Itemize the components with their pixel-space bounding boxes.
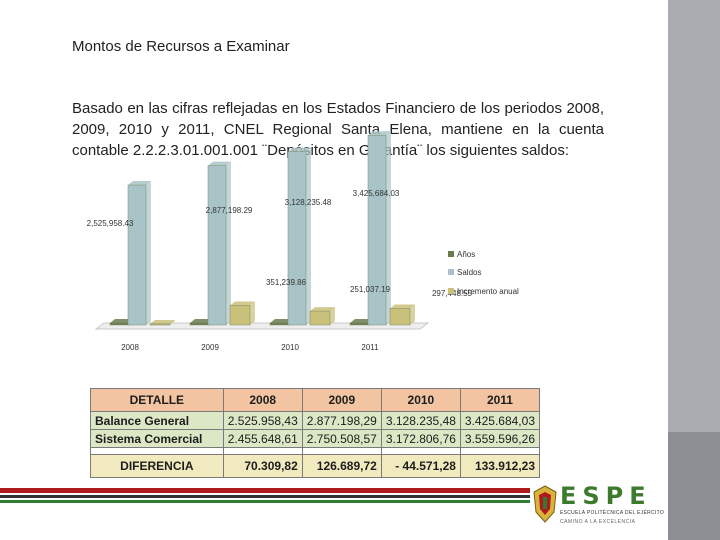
bar-side [170,320,175,325]
bar-años [269,322,291,326]
footer-red-line [0,488,530,493]
table-cell: 3.172.806,76 [380,429,461,448]
data-label: 251,037.19 [350,285,391,294]
table-cell: 3.559.596,26 [459,429,541,448]
table-header-cell: 2010 [380,388,461,412]
table-cell: 2.750.508,57 [301,429,382,448]
table-cell: 2.455.648,61 [222,429,303,448]
table-cell: 3.425.684,03 [459,411,541,430]
bar-saldos [367,134,387,326]
bar-incremento-anual [389,308,411,326]
bar-saldos [127,184,147,326]
legend-swatch [448,288,454,294]
x-tick-label: 2011 [361,343,379,352]
spacer-cell [90,447,224,455]
bar-incremento-anual [229,305,251,326]
bar-top [288,147,311,152]
spacer-cell [301,447,382,455]
bar-saldos [287,151,307,326]
x-tick-label: 2009 [201,343,219,352]
legend-swatch [448,269,454,275]
spacer-cell [380,447,461,455]
table-cell: 70.309,82 [222,454,303,478]
table-spacer-row [90,447,541,455]
bar-top [128,181,151,186]
footer-dark-line [0,495,530,498]
footer-green-line [0,500,530,503]
table-cell: Balance General [90,411,224,430]
data-label: 2,525,958.43 [87,219,134,228]
data-label: 3,425,684.03 [353,189,400,198]
legend-label: Años [457,250,475,259]
espe-logo: ESPE ESCUELA POLITÉCNICA DEL EJÉRCITO CA… [532,482,664,528]
bar-side [386,131,391,325]
table-cell: 2.525.958,43 [222,411,303,430]
table-header-cell: 2009 [301,388,382,412]
table-header-cell: DETALLE [90,388,224,412]
table-header-cell: 2011 [459,388,541,412]
table-row: Balance General 2.525.958,43 2.877.198,2… [90,411,541,430]
legend-label: Incremento anual [457,287,519,296]
table-cell: - 44.571,28 [380,454,461,478]
bar-top [208,161,231,166]
logo-wordmark: ESPE [560,482,652,510]
right-side-band-top [668,0,720,432]
logo-tagline: CAMINO A LA EXCELENCIA [560,519,636,525]
slide-title: Montos de Recursos a Examinar [72,38,290,55]
legend-label: Saldos [457,268,481,277]
spacer-cell [222,447,303,455]
bar-side [330,307,335,325]
bar-side [250,301,255,325]
table-cell: 133.912,23 [459,454,541,478]
bar-side [226,161,231,325]
x-tick-label: 2010 [281,343,299,352]
summary-table: DETALLE 2008 2009 2010 2011 Balance Gene… [90,388,541,478]
table-cell: 126.689,72 [301,454,382,478]
table-cell: 2.877.198,29 [301,411,382,430]
bar-incremento-anual [149,323,171,326]
bar-side [306,147,311,325]
body-paragraph: Basado en las cifras reflejadas en los E… [72,100,604,159]
table-header-row: DETALLE 2008 2009 2010 2011 [90,388,541,412]
bar-incremento-anual [309,310,331,326]
bar-top [390,304,415,309]
bar-top [150,320,175,324]
bar-top [230,301,255,306]
table-row: Sistema Comercial 2.455.648,61 2.750.508… [90,429,541,448]
table-cell: Sistema Comercial [90,429,224,448]
crest-icon [533,485,557,523]
bar-años [189,322,211,326]
bar-saldos [207,165,227,326]
logo-subtitle: ESCUELA POLITÉCNICA DEL EJÉRCITO [560,510,665,516]
legend-swatch [448,251,454,257]
table-difference-row: DIFERENCIA 70.309,82 126.689,72 - 44.571… [90,454,541,478]
table-header-cell: 2008 [222,388,303,412]
bar-años [349,322,371,326]
table-cell: DIFERENCIA [90,454,224,478]
table-cell: 3.128.235,48 [380,411,461,430]
spacer-cell [459,447,541,455]
x-tick-label: 2008 [121,343,139,352]
bar-side [146,181,151,325]
data-label: 2,877,198.29 [206,206,253,215]
bar-side [410,304,415,325]
data-label: 3,128,235.48 [285,198,332,207]
bar-top [310,307,335,312]
bar-top [368,131,391,136]
chart-floor [94,322,430,330]
bar-años [109,322,131,326]
data-label: 351,239.86 [266,278,307,287]
right-side-band [668,0,720,540]
